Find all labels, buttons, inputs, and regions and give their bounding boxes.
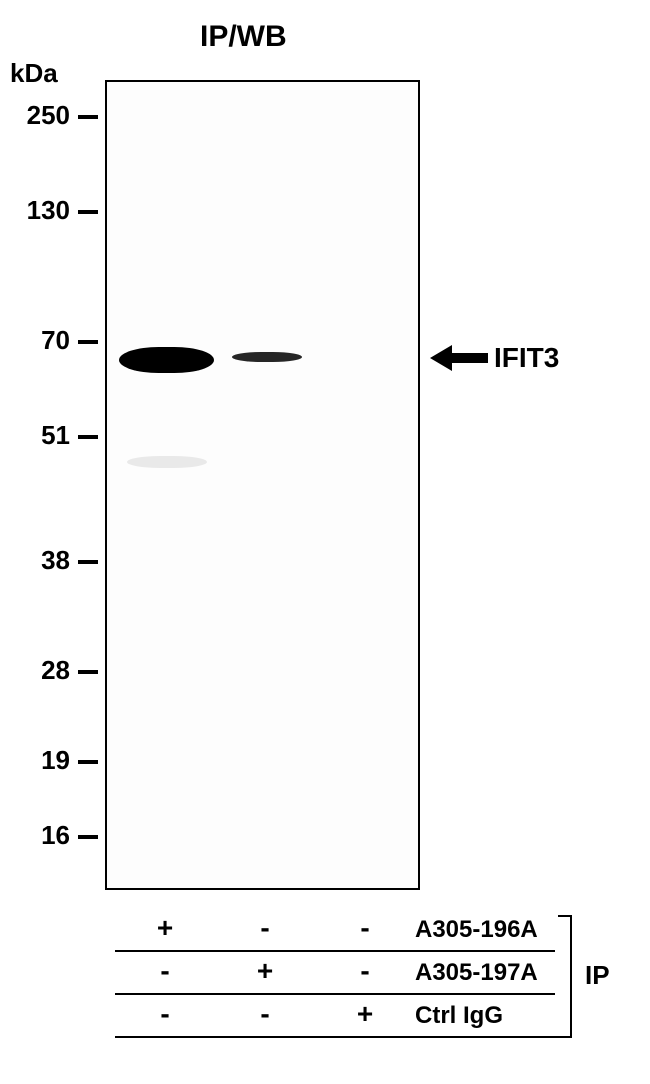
tick-38 — [78, 560, 98, 564]
table-rule-2 — [115, 993, 555, 995]
tick-16 — [78, 835, 98, 839]
lane3-row3: + — [345, 998, 385, 1030]
target-protein-name: IFIT3 — [494, 342, 559, 374]
tick-70 — [78, 340, 98, 344]
mw-38: 38 — [25, 545, 70, 576]
ip-bracket-vline — [570, 915, 572, 1036]
tick-28 — [78, 670, 98, 674]
mw-16: 16 — [25, 820, 70, 851]
ghost-band-lane1 — [127, 456, 207, 468]
lane1-row1: + — [145, 912, 185, 944]
lane2-row3: - — [245, 998, 285, 1030]
mw-51: 51 — [25, 420, 70, 451]
band-lane1-ifit3 — [119, 347, 214, 373]
band-lane2-ifit3 — [232, 352, 302, 362]
mw-28: 28 — [25, 655, 70, 686]
mw-70: 70 — [25, 325, 70, 356]
ip-bracket-top — [558, 915, 572, 917]
table-rule-3 — [115, 1036, 555, 1038]
antibody-1-label: A305-196A — [415, 916, 538, 944]
tick-130 — [78, 210, 98, 214]
western-blot-panel — [105, 80, 420, 890]
lane2-row1: - — [245, 912, 285, 944]
arrow-icon — [430, 343, 488, 373]
lane1-row3: - — [145, 998, 185, 1030]
antibody-2-label: A305-197A — [415, 959, 538, 987]
tick-250 — [78, 115, 98, 119]
mw-250: 250 — [10, 100, 70, 131]
band-arrow-label: IFIT3 — [430, 342, 559, 374]
mw-130: 130 — [10, 195, 70, 226]
lane2-row2: + — [245, 955, 285, 987]
ctrl-igg-label: Ctrl IgG — [415, 1002, 503, 1030]
lane1-row2: - — [145, 955, 185, 987]
ip-bracket-bottom — [555, 1036, 572, 1038]
tick-51 — [78, 435, 98, 439]
table-rule-1 — [115, 950, 555, 952]
ip-bracket-label: IP — [585, 960, 610, 991]
lane3-row2: - — [345, 955, 385, 987]
figure-title: IP/WB — [200, 20, 287, 54]
tick-19 — [78, 760, 98, 764]
mw-19: 19 — [25, 745, 70, 776]
kda-unit-label: kDa — [10, 58, 58, 89]
lane3-row1: - — [345, 912, 385, 944]
